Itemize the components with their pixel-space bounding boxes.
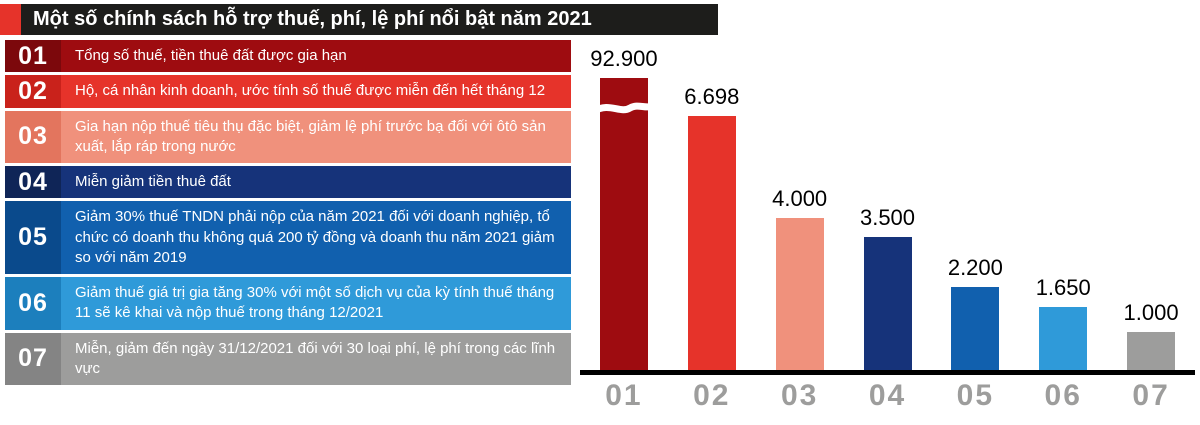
- legend: 01 Tổng số thuế, tiền thuê đất được gia h…: [5, 40, 571, 385]
- legend-item-label: Tổng số thuế, tiền thuê đất được gia hạn: [75, 47, 347, 64]
- legend-item-label: Giảm 30% thuế TNDN phải nộp của năm 2021…: [75, 208, 555, 266]
- legend-item-number: 07: [5, 332, 61, 385]
- bar-value-label: 6.698: [684, 84, 740, 109]
- bar-column-02: 6.698: [668, 84, 756, 370]
- legend-item-label: Giảm thuế giá trị gia tăng 30% với một s…: [75, 284, 555, 322]
- bar-column-05: 2.200: [931, 255, 1019, 370]
- x-axis-label-03: 03: [780, 379, 819, 412]
- page-title: Một số chính sách hỗ trợ thuế, phí, lệ p…: [33, 8, 592, 30]
- bar-04: [863, 237, 912, 370]
- legend-item-number: 03: [5, 110, 61, 163]
- bar-column-07: 1.000: [1107, 300, 1195, 370]
- bar-column-03: 4.000: [756, 186, 844, 370]
- legend-item-number: 06: [5, 277, 61, 330]
- x-axis-label-07: 07: [1132, 379, 1170, 412]
- bar-05: [951, 287, 1000, 370]
- plot-area: 92.900 6.698 4.000 3.500 2.200 1.650 1.000: [580, 36, 1195, 370]
- x-axis-label-06: 06: [1044, 379, 1082, 412]
- bar-chart: 92.900 6.698 4.000 3.500 2.200 1.650 1.000 01 0…: [580, 36, 1195, 417]
- bar-02: [687, 116, 736, 370]
- bar-column-06: 1.650: [1019, 275, 1107, 370]
- bar-column-04: 3.500: [844, 205, 932, 370]
- legend-item-01: 01 Tổng số thuế, tiền thuê đất được gia h…: [5, 40, 571, 73]
- legend-item-number: 01: [5, 40, 61, 73]
- bar-01: [590, 78, 658, 370]
- legend-item-label: Miễn, giảm đến ngày 31/12/2021 đối với 3…: [75, 339, 556, 377]
- bar-value-label: 92.900: [590, 46, 658, 71]
- title-bar: Một số chính sách hỗ trợ thuế, phí, lệ p…: [0, 4, 718, 35]
- x-axis-line: [580, 370, 1195, 375]
- x-axis-label-05: 05: [956, 379, 995, 412]
- bar-06: [1039, 307, 1088, 370]
- legend-item-03: 03 Gia hạn nộp thuế tiêu thụ đặc biệt, gi…: [5, 110, 571, 163]
- x-axis-labels: 01 02 03 04 05 06 07: [580, 375, 1195, 417]
- legend-item-07: 07 Miễn, giảm đến ngày 31/12/2021 đối với…: [5, 332, 571, 385]
- legend-item-06: 06 Giảm thuế giá trị gia tăng 30% với một…: [5, 277, 571, 330]
- legend-item-number: 04: [5, 166, 61, 199]
- bar-07: [1127, 332, 1176, 370]
- legend-item-number: 05: [5, 201, 61, 274]
- x-axis-label-01: 01: [605, 379, 643, 412]
- bar-value-label: 2.200: [947, 255, 1003, 280]
- bar-column-01: 92.900: [580, 46, 668, 370]
- bar-value-label: 3.500: [859, 205, 916, 230]
- x-axis-label-04: 04: [868, 379, 907, 412]
- legend-item-05: 05 Giảm 30% thuế TNDN phải nộp của năm 20…: [5, 201, 571, 274]
- bar-value-label: 4.000: [772, 186, 828, 211]
- bar-value-label: 1.000: [1123, 300, 1179, 325]
- legend-item-label: Miễn giảm tiền thuê đất: [75, 173, 231, 190]
- legend-item-number: 02: [5, 75, 61, 108]
- axis-break-icon: [590, 101, 658, 115]
- legend-item-label: Gia hạn nộp thuế tiêu thụ đặc biệt, giảm…: [75, 117, 546, 155]
- bar-03: [775, 218, 824, 370]
- legend-item-label: Hộ, cá nhân kinh doanh, ước tính số thuế…: [75, 82, 546, 100]
- x-axis-label-02: 02: [693, 379, 731, 412]
- title-accent-block: [0, 4, 21, 35]
- legend-item-02: 02 Hộ, cá nhân kinh doanh, ước tính số th…: [5, 75, 571, 108]
- legend-item-04: 04 Miễn giảm tiền thuê đất: [5, 166, 571, 199]
- bar-value-label: 1.650: [1035, 275, 1091, 300]
